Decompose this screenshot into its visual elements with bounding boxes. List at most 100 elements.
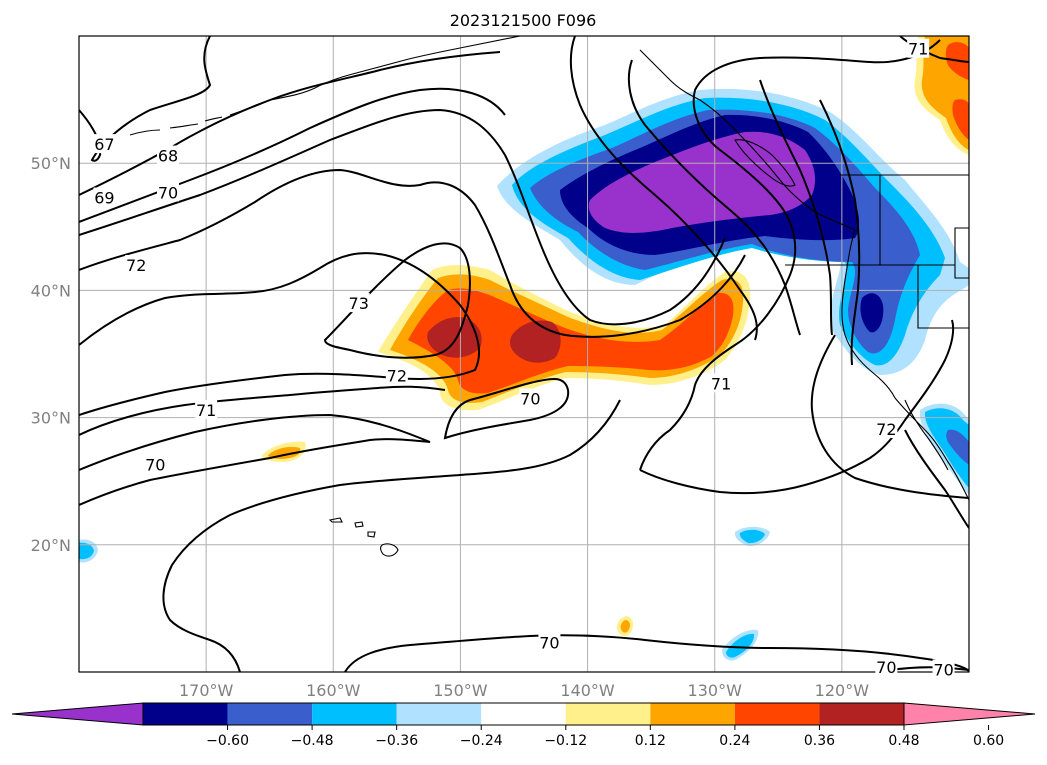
contour-vertical-4 <box>819 99 861 366</box>
colorbar-segment-1 <box>227 703 313 725</box>
contour-70-loop <box>443 378 570 440</box>
lon-label-3: 140°W <box>560 681 615 700</box>
contour-72-lower <box>79 252 480 416</box>
contour-72-east <box>639 319 955 495</box>
contour-label-3: 70 <box>158 183 178 202</box>
contour-label-bg-8 <box>144 454 167 474</box>
baja-peninsula <box>904 399 949 471</box>
gridlines <box>79 36 969 672</box>
colorbar: −0.60 −0.48 −0.36 −0.24 −0.12 0.12 0.24 0.36 0.4… <box>11 702 1036 749</box>
lon-label-5: 120°W <box>815 681 870 700</box>
contour-vertical-5 <box>810 334 969 499</box>
colorbar-extend-min <box>11 702 144 726</box>
colorbar-tick-label-1: −0.48 <box>291 733 334 749</box>
contour-label-bg-13 <box>907 38 930 58</box>
colorbar-tick-label-9: 0.60 <box>973 733 1004 749</box>
contour-vertical-2 <box>627 59 801 336</box>
lat-label-2: 40°N <box>31 281 71 300</box>
contour-72 <box>79 168 746 338</box>
neg-blob-deep-2 <box>726 633 755 658</box>
pos-anomaly-orangered <box>408 288 734 394</box>
colorbar-outline <box>142 702 905 726</box>
colorbar-segment-8 <box>819 703 904 725</box>
contour-label-13: 71 <box>908 40 928 59</box>
alaska-coast <box>229 36 521 116</box>
contour-label-bg-3 <box>157 182 179 202</box>
contour-67 <box>79 36 212 162</box>
colorbar-tick-label-2: −0.36 <box>375 733 418 749</box>
contour-vertical-1 <box>569 36 758 341</box>
lat-label-3: 50°N <box>31 154 71 173</box>
neg-blob-baja-royal <box>946 429 969 465</box>
contour-label-bg-9 <box>519 388 542 408</box>
lon-label-4: 130°W <box>688 681 743 700</box>
lon-label-2: 150°W <box>433 681 488 700</box>
map-area[interactable]: 67 68 69 70 72 73 72 71 70 70 71 70 72 71 70 70 <box>78 35 970 679</box>
coastlines <box>129 36 969 557</box>
colorbar-tick-label-7: 0.36 <box>804 733 835 749</box>
colorbar-segment-6 <box>650 703 735 725</box>
colorbar-extend-max <box>903 702 1036 726</box>
longitude-labels: 170°W 160°W 150°W 140°W 130°W 120°W <box>179 681 869 700</box>
lon-label-1: 160°W <box>306 681 361 700</box>
contour-label-5: 73 <box>349 294 369 313</box>
contour-label-bg-7 <box>195 399 218 419</box>
contour-label-bg-4 <box>125 254 148 274</box>
bc-coast <box>639 49 856 231</box>
neg-blob-baja-deep <box>924 408 969 488</box>
colorbar-segment-4 <box>481 703 566 725</box>
pos-blob-south-orange <box>620 619 630 633</box>
map-frame <box>78 35 970 673</box>
vancouver-island <box>734 139 796 187</box>
contour-73 <box>323 242 471 359</box>
colorbar-segment-5 <box>565 703 651 725</box>
contour-70-north <box>79 108 726 326</box>
contour-71-east <box>639 39 941 471</box>
contour-label-bg-5 <box>347 293 370 313</box>
colorbar-tick-label-4: −0.12 <box>544 733 587 749</box>
neg-anomaly-purple <box>588 131 816 233</box>
contour-label-bg-15 <box>932 659 955 679</box>
contour-70-mid <box>79 413 431 506</box>
colorbar-tick-label-3: −0.24 <box>460 733 503 749</box>
contour-label-bg-6 <box>385 365 408 385</box>
contour-label-12: 72 <box>876 420 896 439</box>
contour-label-6: 72 <box>387 367 407 386</box>
contour-label-bg-11 <box>538 632 561 652</box>
contour-label-15: 70 <box>933 660 953 679</box>
colorbar-tick-label-5: 0.12 <box>635 733 666 749</box>
neg-blob-deep-1 <box>739 529 765 544</box>
contour-label-2: 69 <box>94 189 114 208</box>
contour-label-10: 71 <box>711 374 731 393</box>
hawaii-islands <box>328 517 399 557</box>
contour-label-1: 68 <box>158 147 178 166</box>
contour-70-bottom <box>344 634 969 672</box>
pos-anomaly-firebrick-west <box>427 317 482 358</box>
contour-label-bg-12 <box>875 419 898 439</box>
contour-label-bg-1 <box>157 145 179 165</box>
pos-blob-ne-orangered-2 <box>952 99 969 140</box>
contour-label-9: 70 <box>520 390 540 409</box>
contour-70-south <box>162 399 621 672</box>
contour-label-bg-2 <box>93 187 116 207</box>
contour-label-bg-10 <box>710 373 733 393</box>
baja-coast <box>894 397 969 501</box>
state-line-ca-nv <box>879 175 969 329</box>
height-contours <box>79 36 969 672</box>
colorbar-segment-0 <box>143 703 228 725</box>
lon-label-0: 170°W <box>179 681 234 700</box>
latitude-labels: 20°N 30°N 40°N 50°N <box>31 154 71 555</box>
neg-blob-west-edge-deep <box>79 542 94 560</box>
colorbar-tick-label-6: 0.24 <box>719 733 750 749</box>
aleutian-chain <box>129 116 223 136</box>
idaho-box <box>954 227 969 279</box>
contour-69 <box>79 87 506 223</box>
neg-anomaly-navy-south <box>860 293 884 333</box>
figure-title: 2023121500 F096 <box>450 11 597 30</box>
anomaly-shading <box>79 36 969 661</box>
colorbar-segment-2 <box>312 703 397 725</box>
contour-label-14: 70 <box>876 658 896 677</box>
contour-label-4: 72 <box>126 256 146 275</box>
colorbar-segment-3 <box>396 703 482 725</box>
